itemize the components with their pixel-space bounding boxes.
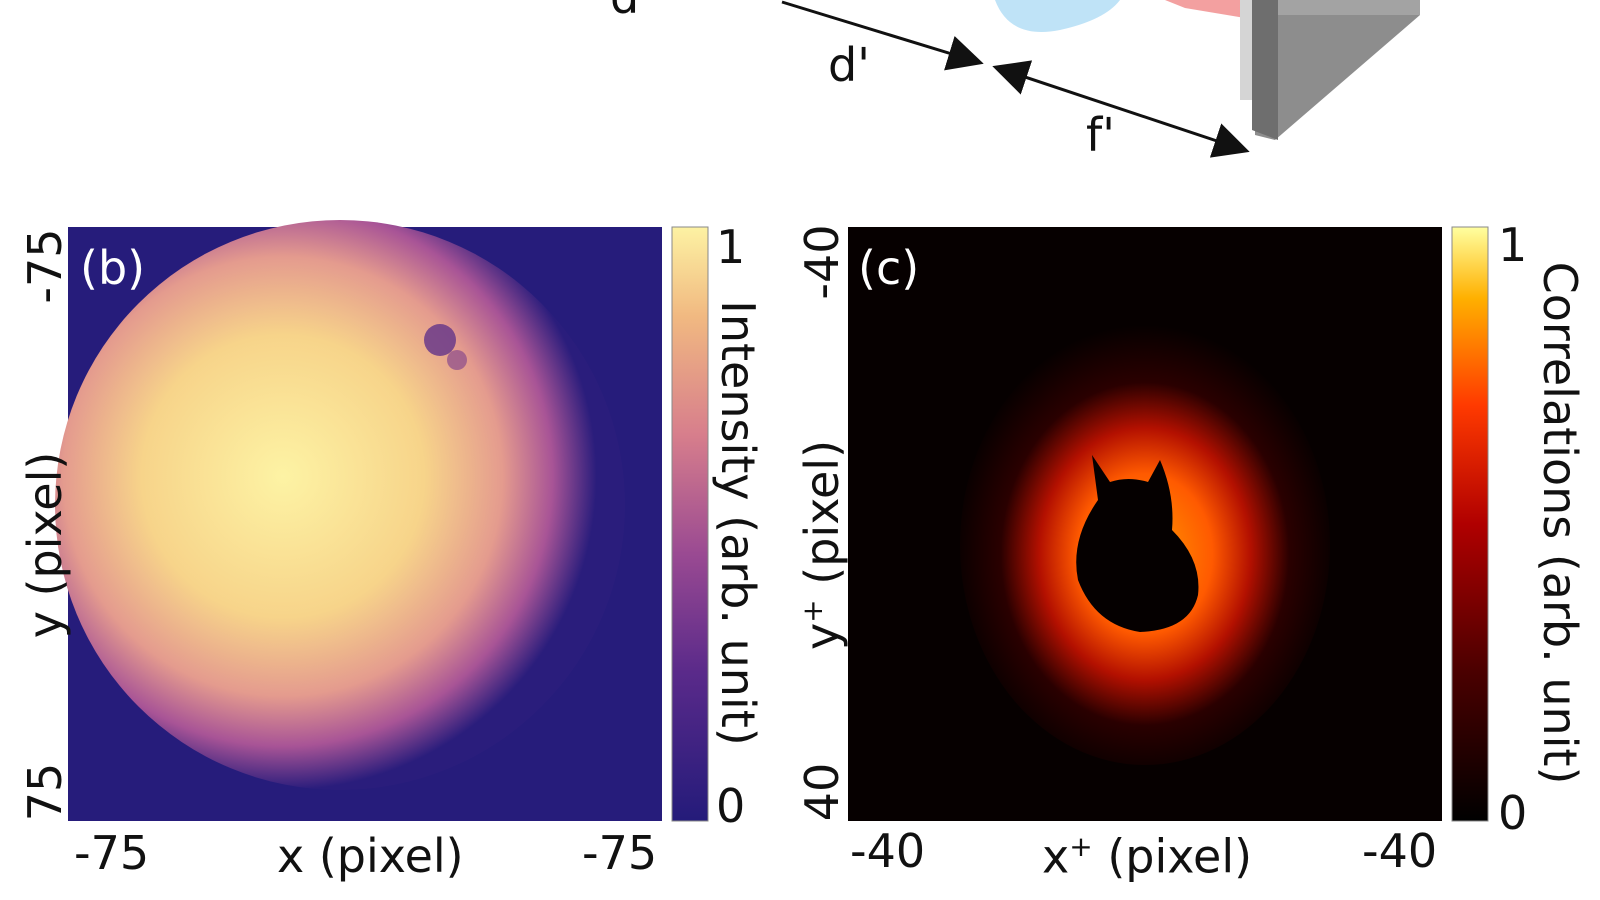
distance-label-d: d'	[828, 38, 870, 92]
panel-b-colorbar-title: Intensity (arb. unit)	[711, 300, 765, 746]
panel-c-y-axis-title: y+ (pixel)	[795, 439, 850, 651]
lens-shape	[995, 0, 1120, 32]
panel-c-y-tick-bottom: 40	[795, 762, 849, 822]
panel-c-x-axis-title: x+ (pixel)	[1042, 829, 1253, 884]
panel-c-x-tick-left: -40	[850, 824, 926, 878]
distance-arrow-d	[781, 0, 984, 71]
intensity-dust-spot	[424, 324, 456, 356]
panel-b-colorbar-max: 1	[716, 220, 746, 274]
panel-c-colorbar-min: 0	[1498, 786, 1528, 840]
panel-b-colorbar-min: 0	[716, 779, 746, 833]
panel-b-x-tick-right: -75	[582, 826, 658, 880]
distance-label-f: f'	[1086, 108, 1115, 162]
panel-c-colorbar-max: 1	[1498, 218, 1528, 272]
correlation-colorbar	[1451, 226, 1489, 822]
sensor-block	[1255, 0, 1420, 140]
panel-b-y-tick-top: -75	[18, 228, 72, 304]
panel-c-label: (c)	[858, 241, 920, 295]
intensity-colorbar	[671, 226, 709, 822]
panel-b-x-axis-title: x (pixel)	[277, 829, 464, 883]
panel-c-colorbar-title: Correlations (arb. unit)	[1533, 261, 1587, 785]
distance-arrow-f	[992, 60, 1250, 158]
panel-b-x-tick-left: -75	[74, 826, 150, 880]
panel-b-y-tick-bottom: 75	[18, 762, 72, 822]
panel-c-x-tick-right: -40	[1362, 824, 1438, 878]
panel-b-y-axis-title: y (pixel)	[18, 451, 72, 639]
partial-label: d	[610, 0, 639, 20]
panel-b-label: (b)	[80, 241, 146, 295]
intensity-beam-spot	[55, 220, 625, 790]
cat-silhouette	[1076, 455, 1199, 632]
beam-shape	[1165, 0, 1245, 18]
panel-c-y-tick-top: -40	[795, 224, 849, 300]
